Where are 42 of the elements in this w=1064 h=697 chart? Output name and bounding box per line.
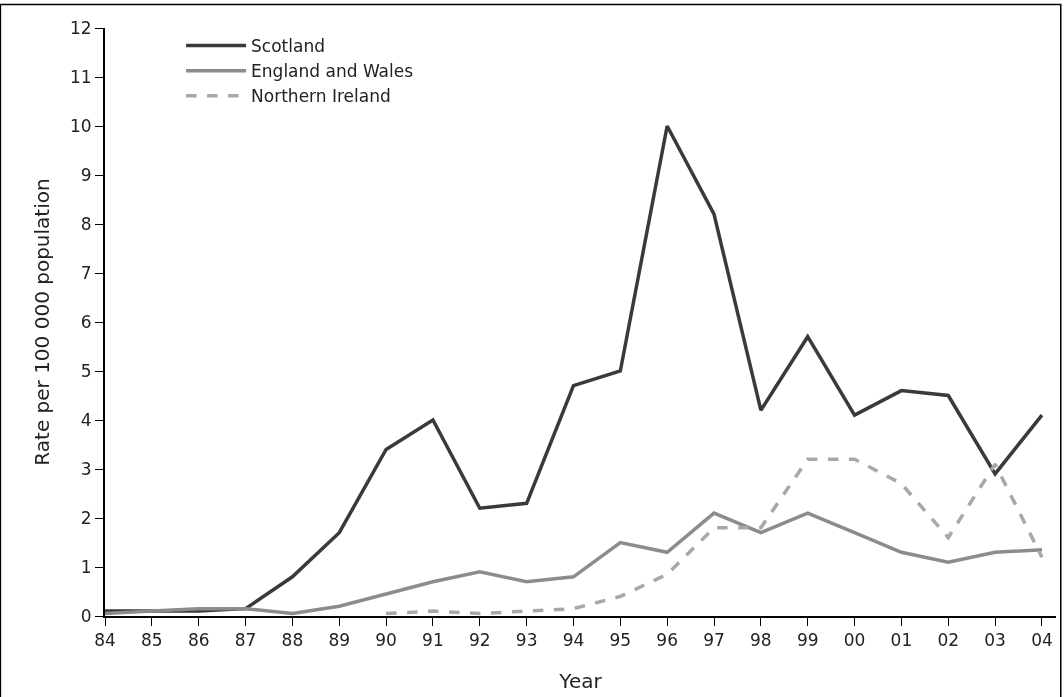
y-tick-label: 12 <box>69 17 92 38</box>
y-tick-label: 6 <box>80 311 92 332</box>
y-tick-label: 8 <box>80 213 92 234</box>
y-tick-label: 1 <box>80 556 92 577</box>
x-tick-label: 87 <box>234 630 257 651</box>
y-tick-label: 7 <box>80 262 92 283</box>
line-series <box>105 124 1044 613</box>
x-tick-label: 92 <box>468 630 491 651</box>
x-tick-label: 96 <box>656 630 678 651</box>
x-tick-label: 02 <box>937 630 960 651</box>
x-tick-label: 99 <box>796 630 819 651</box>
legend-label: Northern Ireland <box>251 86 391 107</box>
y-axis-title: Rate per 100 000 population <box>29 178 54 466</box>
line-series <box>105 511 1044 616</box>
x-tick-label: 90 <box>375 630 397 651</box>
x-tick-label: 04 <box>1031 630 1053 651</box>
x-tick-label: 88 <box>281 630 304 651</box>
x-tick-label: 03 <box>984 630 1006 651</box>
y-tick-label: 11 <box>69 66 92 87</box>
x-tick-label: 84 <box>94 630 116 651</box>
legend-label: Scotland <box>251 36 325 57</box>
x-tick-label: 98 <box>750 630 772 651</box>
y-tick-label: 5 <box>80 360 92 381</box>
x-tick-label: 85 <box>141 630 163 651</box>
x-tick-label: 00 <box>843 630 866 651</box>
y-tick-label: 10 <box>69 115 92 136</box>
x-tick-label: 95 <box>609 630 632 651</box>
x-tick-label: 86 <box>187 630 210 651</box>
y-tick-label: 4 <box>80 409 92 430</box>
x-axis-title: Year <box>558 669 603 694</box>
x-tick-label: 01 <box>890 630 913 651</box>
x-tick-label: 89 <box>328 630 351 651</box>
x-tick-label: 94 <box>562 630 585 651</box>
y-tick-label: 0 <box>80 605 92 626</box>
x-tick-label: 97 <box>703 630 725 651</box>
x-tick-label: 93 <box>515 630 538 651</box>
legend-label: England and Wales <box>251 61 414 82</box>
y-tick-label: 3 <box>80 458 92 479</box>
y-tick-label: 9 <box>80 164 92 185</box>
x-tick-label: 91 <box>422 630 444 651</box>
line-series <box>384 457 1044 616</box>
y-tick-label: 2 <box>80 507 92 528</box>
